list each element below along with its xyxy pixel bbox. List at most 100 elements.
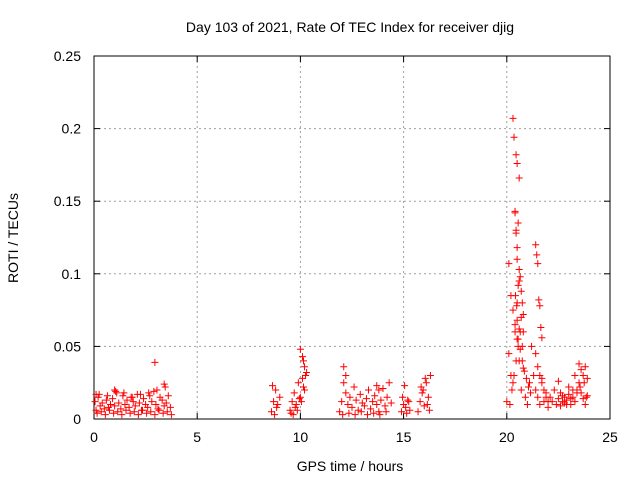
data-point xyxy=(513,316,521,324)
data-point xyxy=(98,399,106,407)
data-point xyxy=(425,406,433,414)
data-point xyxy=(345,409,353,417)
data-point xyxy=(579,395,587,403)
data-point xyxy=(418,389,426,397)
data-point xyxy=(296,393,304,401)
data-point xyxy=(515,265,523,273)
data-point xyxy=(556,402,564,410)
y-axis-label: ROTI / TECUs xyxy=(5,193,21,283)
data-point xyxy=(540,386,548,394)
data-point xyxy=(536,371,544,379)
data-point xyxy=(271,411,279,419)
data-point xyxy=(565,383,573,391)
x-tick-label: 0 xyxy=(90,429,98,445)
data-point xyxy=(290,389,298,397)
data-point xyxy=(514,335,522,343)
data-point xyxy=(167,411,175,419)
data-point xyxy=(550,386,558,394)
data-point xyxy=(402,403,410,411)
data-point xyxy=(161,383,169,391)
data-point xyxy=(536,302,544,310)
data-point xyxy=(533,251,541,259)
data-point xyxy=(576,383,584,391)
data-point xyxy=(503,398,511,406)
axis-ticks xyxy=(93,55,611,420)
data-point xyxy=(514,281,522,289)
data-point xyxy=(360,402,368,410)
data-point xyxy=(512,151,520,159)
data-point xyxy=(276,393,284,401)
data-point xyxy=(352,396,360,404)
data-point xyxy=(110,409,118,417)
data-point xyxy=(152,400,160,408)
data-point xyxy=(377,396,385,404)
data-point xyxy=(383,393,391,401)
x-tick-label: 20 xyxy=(499,429,515,445)
data-point xyxy=(120,389,128,397)
data-point xyxy=(515,277,523,285)
data-point xyxy=(289,411,297,419)
data-point xyxy=(298,374,306,382)
data-point xyxy=(517,386,525,394)
data-point xyxy=(160,380,168,388)
data-point xyxy=(379,385,387,393)
data-point xyxy=(509,114,517,122)
data-point xyxy=(515,174,523,182)
data-point xyxy=(350,383,358,391)
data-point xyxy=(513,255,521,263)
data-point xyxy=(426,371,434,379)
data-point xyxy=(153,386,161,394)
data-point xyxy=(579,371,587,379)
data-point xyxy=(115,399,123,407)
data-point xyxy=(131,402,139,410)
data-point xyxy=(537,324,545,332)
data-point xyxy=(91,398,99,406)
data-point xyxy=(145,389,153,397)
data-point xyxy=(296,345,304,353)
data-point xyxy=(122,406,130,414)
y-tick-label: 0.1 xyxy=(62,266,82,282)
data-point xyxy=(423,400,431,408)
data-point xyxy=(97,408,105,416)
data-point xyxy=(512,226,520,234)
data-point xyxy=(139,406,147,414)
data-point xyxy=(351,411,359,419)
data-point xyxy=(100,405,108,413)
data-point xyxy=(559,398,567,406)
data-point xyxy=(336,408,344,416)
y-tick-label: 0.25 xyxy=(54,48,81,64)
data-point xyxy=(159,409,167,417)
data-point xyxy=(519,310,527,318)
data-point xyxy=(367,405,375,413)
data-point xyxy=(535,296,543,304)
data-point xyxy=(299,357,307,365)
data-point xyxy=(513,302,521,310)
data-point xyxy=(147,408,155,416)
data-point xyxy=(166,403,174,411)
data-point xyxy=(534,260,542,268)
data-point xyxy=(534,393,542,401)
data-point xyxy=(510,371,518,379)
data-point xyxy=(519,364,527,372)
data-point xyxy=(293,406,301,414)
y-tick-label: 0.15 xyxy=(54,193,81,209)
data-point xyxy=(105,406,113,414)
data-point xyxy=(342,371,350,379)
data-point xyxy=(526,379,534,387)
data-point xyxy=(382,408,390,416)
data-point xyxy=(151,411,159,419)
data-point xyxy=(554,377,562,385)
data-point xyxy=(114,408,122,416)
data-point xyxy=(135,399,143,407)
data-point xyxy=(581,400,589,408)
data-point xyxy=(532,241,540,249)
data-point xyxy=(371,392,379,400)
x-tick-label: 5 xyxy=(193,429,201,445)
data-point xyxy=(288,398,296,406)
data-point xyxy=(583,374,591,382)
data-point xyxy=(513,159,521,167)
data-point xyxy=(582,393,590,401)
data-point xyxy=(272,386,280,394)
data-point xyxy=(511,209,519,217)
